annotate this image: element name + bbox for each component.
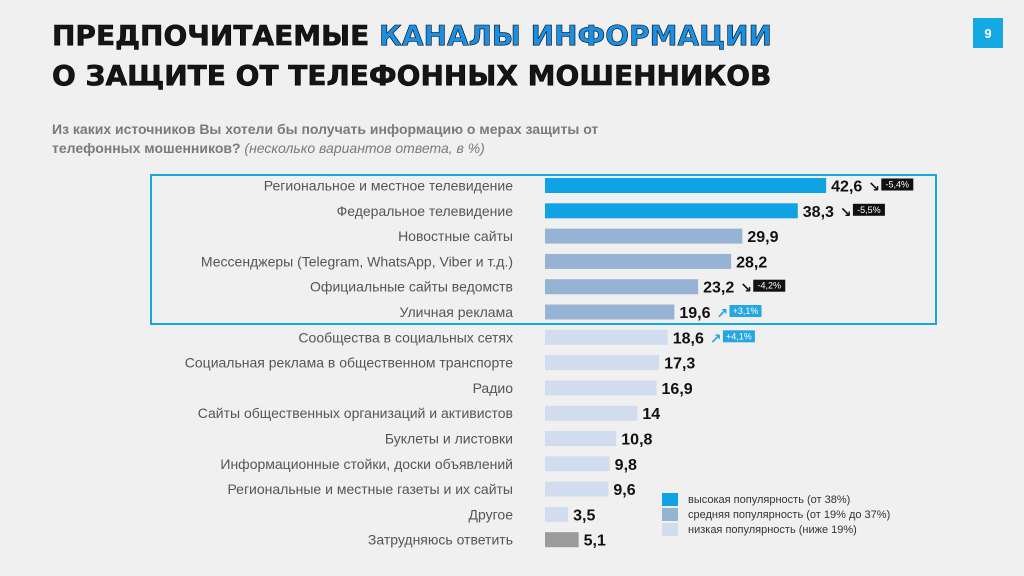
arrow-down-icon: ↘ — [840, 205, 852, 221]
value-label: 19,6 — [679, 305, 710, 322]
value-label: 16,9 — [662, 381, 693, 398]
bar — [545, 253, 732, 269]
value-label: 17,3 — [664, 356, 695, 373]
category-label: Официальные сайты ведомств — [310, 279, 513, 295]
value-label: 28,2 — [736, 254, 767, 271]
category-label: Информационные стойки, доски объявлений — [220, 456, 513, 472]
category-label: Уличная реклама — [400, 304, 514, 320]
delta-label: -4,2% — [758, 281, 782, 291]
category-label: Региональное и местное телевидение — [264, 178, 513, 194]
bar — [545, 532, 579, 548]
legend-label: средняя популярность (от 19% до 37%) — [688, 508, 891, 521]
value-label: 10,8 — [621, 432, 652, 449]
bar — [545, 380, 657, 396]
question-text: Из каких источников Вы хотели бы получат… — [52, 120, 632, 158]
value-label: 5,1 — [584, 533, 606, 550]
delta-badge — [729, 305, 762, 317]
category-label: Мессенджеры (Telegram, WhatsApp, Viber и… — [201, 253, 513, 269]
delta-label: +4,1% — [726, 331, 752, 341]
legend-item: средняя популярность (от 19% до 37%) — [662, 507, 890, 522]
chart-legend: высокая популярность (от 38%) средняя поп… — [662, 492, 890, 537]
category-label: Затрудняюсь ответить — [368, 532, 513, 548]
bar — [545, 228, 743, 244]
value-label: 3,5 — [573, 507, 595, 524]
arrow-down-icon: ↘ — [868, 180, 880, 196]
bar — [545, 355, 660, 371]
legend-label: низкая популярность (ниже 19%) — [688, 523, 857, 536]
title-line1-accent: КАНАЛЫ ИНФОРМАЦИИ — [378, 19, 773, 53]
legend-swatch — [662, 508, 678, 521]
legend-item: низкая популярность (ниже 19%) — [662, 522, 890, 537]
bar — [545, 203, 798, 219]
value-label: 18,6 — [673, 330, 704, 347]
question-main: Из каких источников Вы хотели бы получат… — [52, 121, 599, 156]
legend-label: высокая популярность (от 38%) — [688, 493, 851, 506]
legend-item: высокая популярность (от 38%) — [662, 492, 890, 507]
bar — [545, 329, 668, 345]
category-label: Радио — [473, 380, 514, 396]
category-label: Региональные и местные газеты и их сайты — [227, 481, 513, 497]
high-medium-highlight-frame — [150, 174, 937, 325]
page-number-badge: 9 — [973, 18, 1003, 48]
bar — [545, 481, 609, 497]
delta-label: -5,5% — [857, 205, 881, 215]
category-label: Сайты общественных организаций и активис… — [198, 405, 513, 421]
category-label: Сообщества в социальных сетях — [298, 329, 513, 345]
delta-badge — [881, 178, 914, 191]
bar — [545, 456, 610, 472]
delta-badge — [753, 279, 786, 292]
value-label: 14 — [642, 406, 660, 423]
question-note: (несколько вариантов ответа, в %) — [244, 140, 485, 156]
value-label: 23,2 — [703, 280, 734, 297]
delta-label: -5,4% — [886, 180, 910, 190]
delta-badge — [852, 203, 885, 216]
category-label: Социальная реклама в общественном трансп… — [185, 355, 513, 371]
title-line2: О ЗАЩИТЕ ОТ ТЕЛЕФОННЫХ МОШЕННИКОВ — [52, 59, 772, 93]
value-label: 29,9 — [747, 229, 778, 246]
title-line1-part1: ПРЕДПОЧИТАЕМЫЕ — [52, 19, 379, 53]
category-label: Буклеты и листовки — [385, 431, 513, 447]
category-label: Другое — [469, 506, 514, 522]
value-label: 38,3 — [803, 204, 834, 221]
legend-swatch — [662, 493, 678, 506]
bar — [545, 405, 638, 421]
value-label: 9,6 — [613, 482, 635, 499]
category-label: Федеральное телевидение — [337, 203, 514, 219]
bar — [545, 304, 675, 320]
bar — [545, 279, 699, 295]
legend-swatch — [662, 523, 678, 536]
arrow-up-icon: ↗ — [717, 306, 729, 322]
bar — [545, 178, 827, 193]
page-title: ПРЕДПОЧИТАЕМЫЕ КАНАЛЫ ИНФОРМАЦИИ О ЗАЩИТ… — [52, 16, 773, 96]
arrow-down-icon: ↘ — [740, 281, 752, 297]
value-label: 9,8 — [615, 457, 637, 474]
arrow-up-icon: ↗ — [710, 331, 722, 347]
bar — [545, 431, 617, 446]
delta-badge — [722, 330, 755, 343]
bar — [545, 506, 569, 522]
value-label: 42,6 — [831, 179, 862, 196]
delta-label: +3,1% — [733, 306, 759, 316]
category-label: Новостные сайты — [398, 228, 513, 244]
